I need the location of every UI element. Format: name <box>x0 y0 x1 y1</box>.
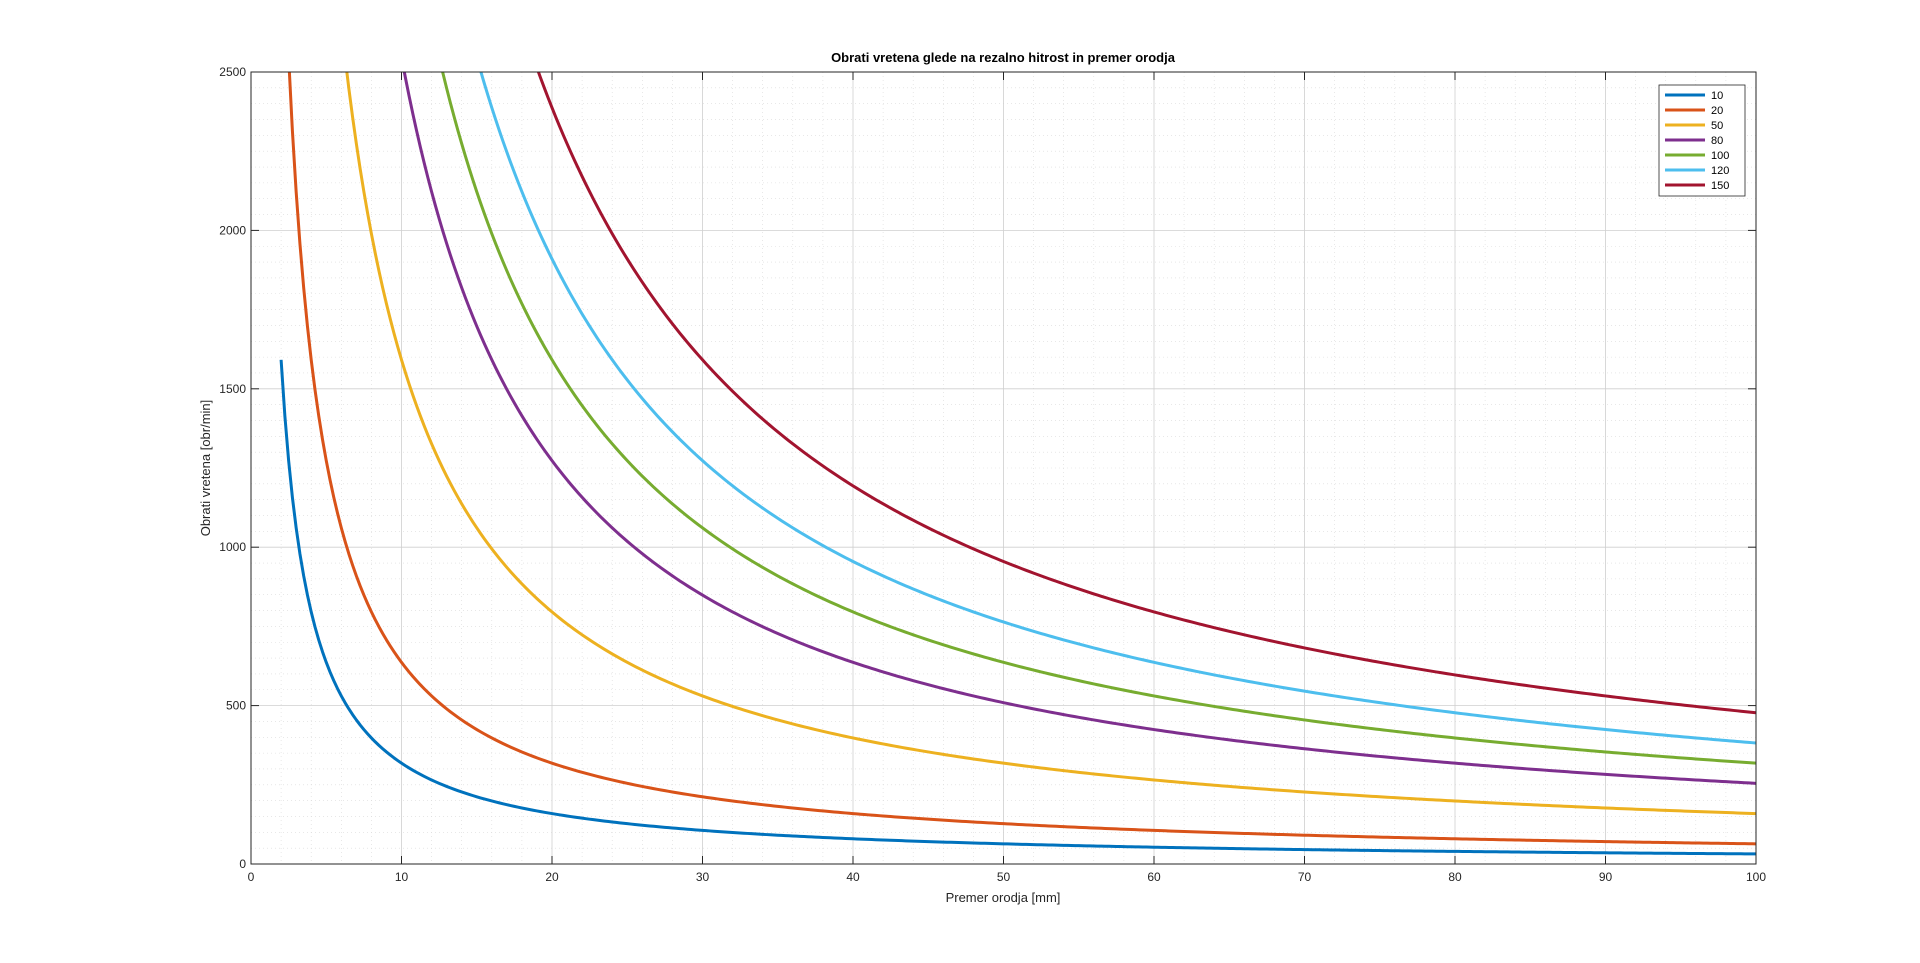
y-tick-label: 500 <box>226 699 246 713</box>
legend-label-100: 100 <box>1711 150 1729 162</box>
y-tick-label: 1000 <box>219 540 246 554</box>
series-line-150 <box>536 72 1756 715</box>
y-tick-label: 0 <box>239 857 246 871</box>
x-tick-label: 30 <box>696 870 710 884</box>
legend-label-10: 10 <box>1711 90 1723 102</box>
x-axis-label: Premer orodja [mm] <box>946 890 1061 905</box>
x-tick-label: 80 <box>1448 870 1462 884</box>
series-line-120 <box>479 72 1756 745</box>
chart-title: Obrati vretena glede na rezalno hitrost … <box>831 50 1176 65</box>
x-tick-label: 10 <box>395 870 409 884</box>
y-tick-label: 1500 <box>219 382 246 396</box>
x-tick-label: 60 <box>1147 870 1161 884</box>
tick-labels: 0 10 20 30 40 50 60 70 80 90 100050010001500200025… <box>219 65 1766 884</box>
legend-label-50: 50 <box>1711 120 1723 132</box>
x-tick-label: 0 <box>248 870 255 884</box>
series-line-80 <box>402 72 1756 785</box>
legend-label-80: 80 <box>1711 135 1723 147</box>
x-tick-label: 20 <box>545 870 559 884</box>
legend-label-150: 150 <box>1711 180 1729 192</box>
series-lines <box>279 72 1756 856</box>
series-line-10 <box>279 359 1756 856</box>
x-tick-label: 40 <box>846 870 860 884</box>
series-line-50 <box>345 72 1756 816</box>
axis-ticks <box>250 71 1757 865</box>
x-tick-label: 90 <box>1599 870 1613 884</box>
x-tick-label: 50 <box>997 870 1011 884</box>
y-axis-label: Obrati vretena [obr/min] <box>198 400 213 537</box>
y-tick-label: 2000 <box>219 223 246 237</box>
legend-label-20: 20 <box>1711 105 1723 117</box>
x-tick-label: 100 <box>1746 870 1766 884</box>
series-line-100 <box>441 72 1756 765</box>
series-line-20 <box>287 72 1756 846</box>
legend-label-120: 120 <box>1711 165 1729 177</box>
x-tick-label: 70 <box>1298 870 1312 884</box>
y-tick-label: 2500 <box>219 65 246 79</box>
legend[interactable]: 10 20 50 80 100 120 150 <box>1658 84 1746 197</box>
